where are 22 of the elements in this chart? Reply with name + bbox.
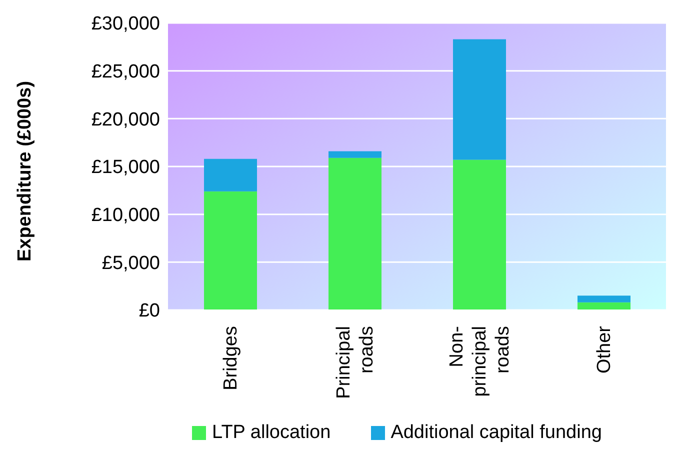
x-tick-label: Principal roads [333,326,378,399]
bar [204,158,257,192]
legend-label: Additional capital funding [390,422,602,444]
bar [453,160,506,310]
bar [578,302,630,310]
x-tick-label: Other [594,325,615,374]
y-tick-label: £30,000 [91,14,160,35]
bar [453,39,506,160]
bar [328,158,382,310]
y-axis-title: Expenditure (£000s) [14,80,36,262]
y-tick-label: £15,000 [91,157,160,178]
y-tick-label: £5,000 [102,252,160,274]
y-tick-label: £0 [138,300,160,322]
bar [204,191,257,310]
bar [578,296,630,302]
legend-label: LTP allocation [212,422,331,444]
bar [328,151,382,158]
x-tick-label: Bridges [220,326,242,390]
y-tick-label: £10,000 [91,205,160,226]
y-tick-label: £20,000 [91,109,160,130]
y-tick-label: £25,000 [91,62,160,83]
x-tick-label: Non-principal roads [446,326,514,397]
